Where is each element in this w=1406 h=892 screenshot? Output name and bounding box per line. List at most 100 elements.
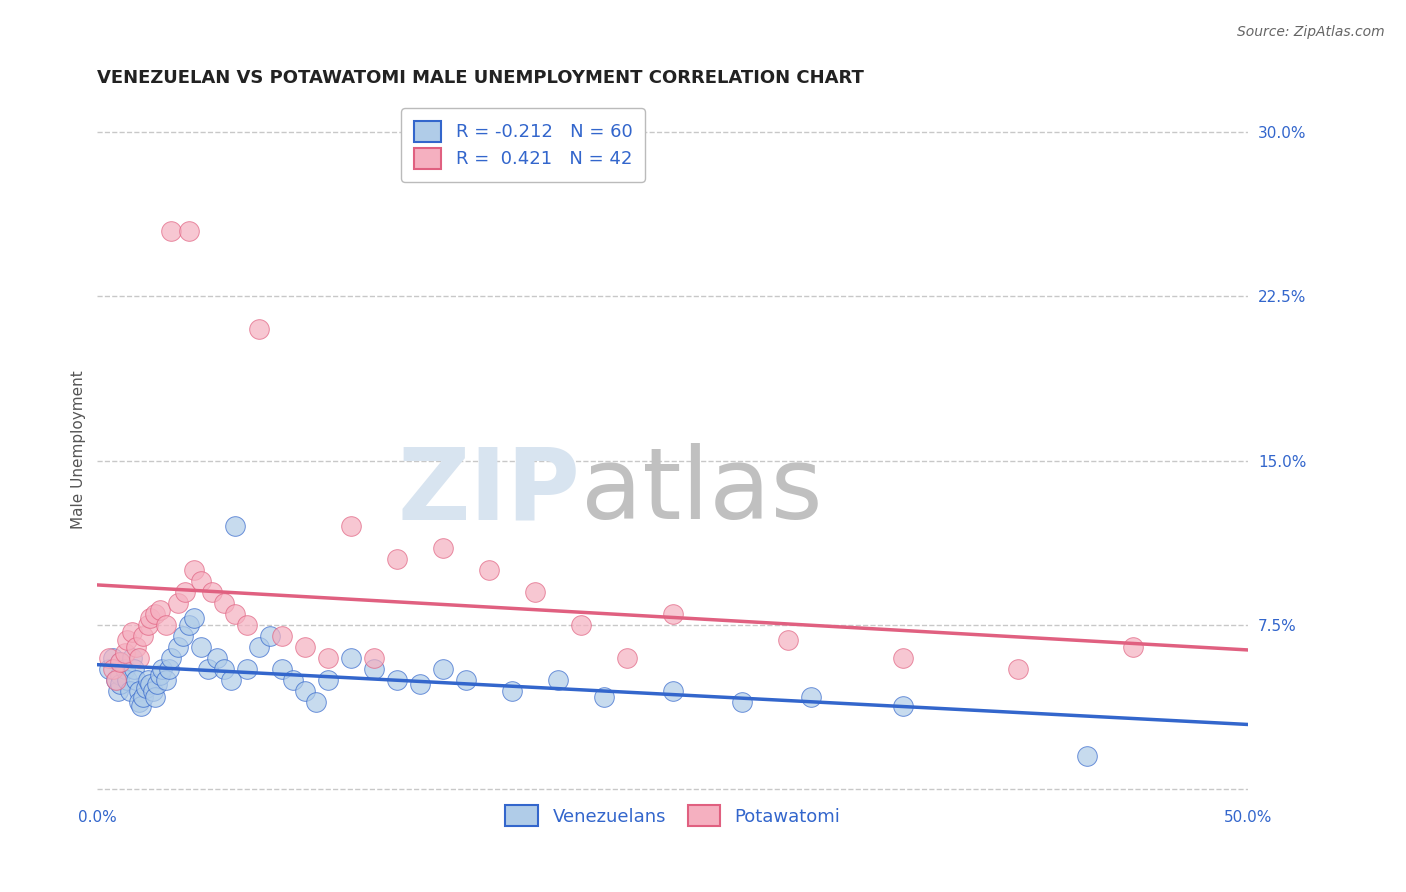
Point: [212, 662, 235, 676]
Point: [1122, 640, 1144, 654]
Point: [1076, 749, 1098, 764]
Point: [316, 650, 339, 665]
Point: [294, 683, 316, 698]
Point: [173, 585, 195, 599]
Point: [408, 677, 430, 691]
Point: [523, 585, 546, 599]
Point: [662, 607, 685, 621]
Point: [224, 607, 246, 621]
Point: [294, 640, 316, 654]
Point: [114, 662, 136, 676]
Point: [201, 585, 224, 599]
Point: [148, 668, 170, 682]
Point: [224, 519, 246, 533]
Point: [160, 224, 183, 238]
Point: [157, 662, 180, 676]
Point: [107, 683, 129, 698]
Point: [385, 673, 408, 687]
Point: [128, 650, 150, 665]
Point: [270, 629, 292, 643]
Point: [114, 647, 136, 661]
Point: [478, 563, 501, 577]
Point: [125, 673, 148, 687]
Point: [142, 683, 165, 698]
Point: [132, 629, 155, 643]
Text: ZIP: ZIP: [398, 443, 581, 541]
Point: [454, 673, 477, 687]
Point: [103, 662, 125, 676]
Point: [148, 602, 170, 616]
Point: [110, 655, 132, 669]
Point: [247, 640, 270, 654]
Point: [183, 563, 205, 577]
Point: [155, 618, 177, 632]
Point: [143, 607, 166, 621]
Text: Source: ZipAtlas.com: Source: ZipAtlas.com: [1237, 25, 1385, 39]
Point: [190, 574, 212, 589]
Point: [776, 633, 799, 648]
Point: [891, 698, 914, 713]
Point: [190, 640, 212, 654]
Point: [121, 624, 143, 639]
Point: [236, 618, 259, 632]
Point: [247, 322, 270, 336]
Point: [97, 662, 120, 676]
Point: [117, 633, 139, 648]
Point: [197, 662, 219, 676]
Point: [569, 618, 592, 632]
Point: [432, 662, 454, 676]
Point: [432, 541, 454, 556]
Point: [385, 552, 408, 566]
Point: [129, 698, 152, 713]
Point: [616, 650, 638, 665]
Point: [136, 618, 159, 632]
Point: [172, 629, 194, 643]
Point: [139, 611, 162, 625]
Point: [800, 690, 823, 705]
Point: [128, 695, 150, 709]
Point: [103, 650, 125, 665]
Point: [547, 673, 569, 687]
Point: [205, 650, 228, 665]
Point: [146, 677, 169, 691]
Point: [339, 519, 361, 533]
Point: [110, 655, 132, 669]
Point: [122, 662, 145, 676]
Point: [136, 673, 159, 687]
Point: [363, 650, 385, 665]
Text: atlas: atlas: [581, 443, 823, 541]
Point: [731, 695, 754, 709]
Point: [150, 662, 173, 676]
Point: [135, 681, 157, 696]
Point: [167, 596, 190, 610]
Y-axis label: Male Unemployment: Male Unemployment: [72, 370, 86, 529]
Point: [132, 690, 155, 705]
Point: [259, 629, 281, 643]
Legend: Venezuelans, Potawatomi: Venezuelans, Potawatomi: [498, 798, 848, 833]
Point: [179, 618, 201, 632]
Point: [219, 673, 242, 687]
Point: [592, 690, 614, 705]
Point: [1007, 662, 1029, 676]
Point: [167, 640, 190, 654]
Point: [212, 596, 235, 610]
Point: [139, 677, 162, 691]
Text: VENEZUELAN VS POTAWATOMI MALE UNEMPLOYMENT CORRELATION CHART: VENEZUELAN VS POTAWATOMI MALE UNEMPLOYME…: [97, 69, 865, 87]
Point: [104, 673, 127, 687]
Point: [183, 611, 205, 625]
Point: [363, 662, 385, 676]
Point: [270, 662, 292, 676]
Point: [117, 673, 139, 687]
Point: [236, 662, 259, 676]
Point: [121, 650, 143, 665]
Point: [891, 650, 914, 665]
Point: [160, 650, 183, 665]
Point: [97, 650, 120, 665]
Point: [110, 677, 132, 691]
Point: [179, 224, 201, 238]
Point: [128, 683, 150, 698]
Point: [155, 673, 177, 687]
Point: [281, 673, 304, 687]
Point: [305, 695, 328, 709]
Point: [104, 673, 127, 687]
